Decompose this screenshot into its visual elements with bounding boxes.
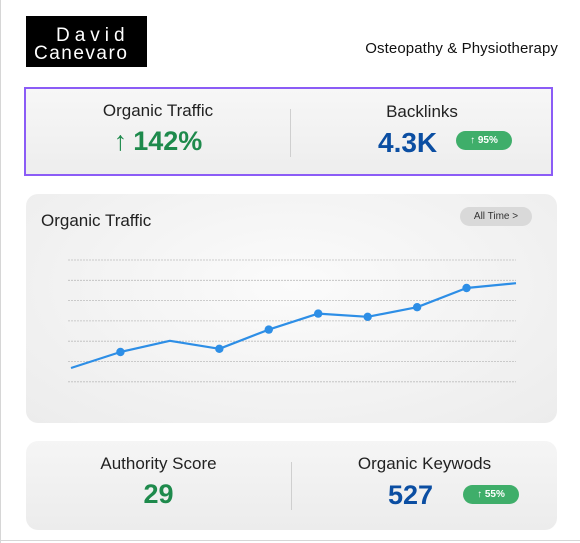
brand-logo-mark: David Canevaro [34, 25, 130, 64]
logo-line1: David [56, 25, 130, 46]
bottom-stats-card: Authority Score 29 Organic Keywods 527 ↑… [26, 441, 557, 530]
authority-score-value: 29 [143, 479, 174, 509]
stat-divider [291, 462, 292, 510]
organic-keywords-label: Organic Keywods [357, 454, 492, 473]
organic-traffic-percent: 142% [133, 126, 203, 156]
organic-keywords-stat: Organic Keywods 527 ↑ 55% [292, 441, 557, 530]
traffic-series-line [70, 282, 517, 370]
brand-tagline: Osteopathy & Physiotherapy [365, 40, 558, 57]
authority-score-label: Authority Score [100, 454, 217, 473]
chart-title: Organic Traffic [41, 211, 152, 230]
organic-traffic-stat: Organic Traffic ↑ 142% [26, 89, 290, 174]
traffic-data-point[interactable] [215, 344, 224, 353]
time-range-button[interactable]: All Time > [460, 207, 532, 226]
organic-keywords-value: 527 [388, 480, 434, 510]
organic-traffic-chart-card: Organic Traffic All Time > [26, 194, 557, 423]
arrow-up-icon: ↑ [113, 126, 128, 156]
stat-divider [290, 109, 291, 157]
traffic-data-point[interactable] [363, 312, 372, 321]
organic-traffic-label: Organic Traffic [102, 101, 214, 120]
organic-traffic-value: ↑ 142% [26, 126, 290, 157]
frame-edge-left [0, 0, 1, 543]
backlinks-value: 4.3K [378, 127, 438, 158]
frame-edge-bottom [0, 540, 580, 541]
keywords-change-badge: ↑ 55% [463, 485, 519, 504]
highlight-stats-card: Organic Traffic ↑ 142% Backlinks 4.3K ↑ 9… [24, 87, 553, 176]
backlinks-change-badge: ↑ 95% [456, 131, 512, 150]
traffic-data-point[interactable] [462, 283, 471, 293]
traffic-data-point[interactable] [264, 325, 273, 334]
backlinks-stat: Backlinks 4.3K ↑ 95% [292, 89, 552, 174]
traffic-data-point[interactable] [412, 303, 422, 312]
backlinks-label: Backlinks [386, 102, 458, 121]
authority-score-stat: Authority Score 29 [26, 441, 291, 530]
organic-traffic-line-chart [68, 259, 517, 383]
brand-logo: David Canevaro [26, 16, 147, 67]
traffic-data-point[interactable] [314, 309, 323, 318]
traffic-data-point[interactable] [116, 347, 125, 357]
logo-line2: Canevaro [34, 43, 128, 64]
